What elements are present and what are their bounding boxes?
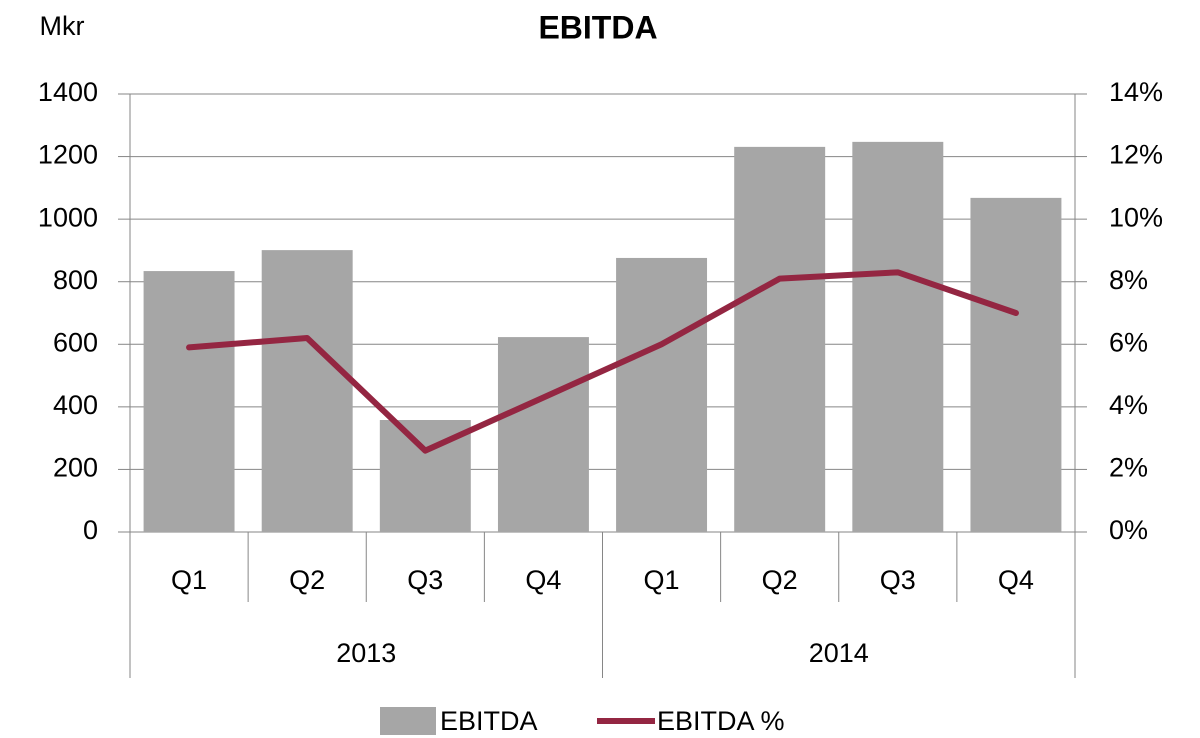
y-tick-label: 0 xyxy=(83,515,98,545)
x-group-label: 2014 xyxy=(809,638,869,668)
x-tick-label: Q3 xyxy=(880,565,916,595)
bar xyxy=(970,197,1062,532)
bar xyxy=(261,250,353,532)
legend-label: EBITDA xyxy=(440,706,538,736)
x-tick-label: Q2 xyxy=(289,565,325,595)
bar xyxy=(616,257,708,532)
y-tick-label: 1000 xyxy=(38,202,98,232)
x-tick-label: Q3 xyxy=(407,565,443,595)
y-tick-label: 1200 xyxy=(38,140,98,170)
y2-tick-label: 10% xyxy=(1109,202,1163,232)
chart-title: EBITDA xyxy=(538,9,657,45)
y2-tick-label: 12% xyxy=(1109,140,1163,170)
y2-tick-label: 6% xyxy=(1109,327,1148,357)
legend-swatch xyxy=(380,707,436,735)
bar xyxy=(734,146,826,532)
bar xyxy=(143,271,235,532)
y-tick-label: 200 xyxy=(53,453,98,483)
legend-label: EBITDA % xyxy=(657,706,785,736)
y2-tick-label: 4% xyxy=(1109,390,1148,420)
y-tick-label: 600 xyxy=(53,327,98,357)
x-tick-label: Q1 xyxy=(644,565,680,595)
y2-tick-label: 8% xyxy=(1109,265,1148,295)
y-tick-label: 800 xyxy=(53,265,98,295)
y2-tick-label: 2% xyxy=(1109,453,1148,483)
x-tick-label: Q4 xyxy=(998,565,1034,595)
x-tick-label: Q1 xyxy=(171,565,207,595)
y-tick-label: 400 xyxy=(53,390,98,420)
x-tick-label: Q4 xyxy=(525,565,561,595)
x-group-label: 2013 xyxy=(336,638,396,668)
y2-tick-label: 14% xyxy=(1109,77,1163,107)
x-tick-label: Q2 xyxy=(762,565,798,595)
bar xyxy=(852,141,944,533)
y-axis-label: Mkr xyxy=(40,11,85,41)
y-tick-label: 1400 xyxy=(38,77,98,107)
line xyxy=(186,269,1019,454)
bar xyxy=(497,337,589,532)
y2-tick-label: 0% xyxy=(1109,515,1148,545)
